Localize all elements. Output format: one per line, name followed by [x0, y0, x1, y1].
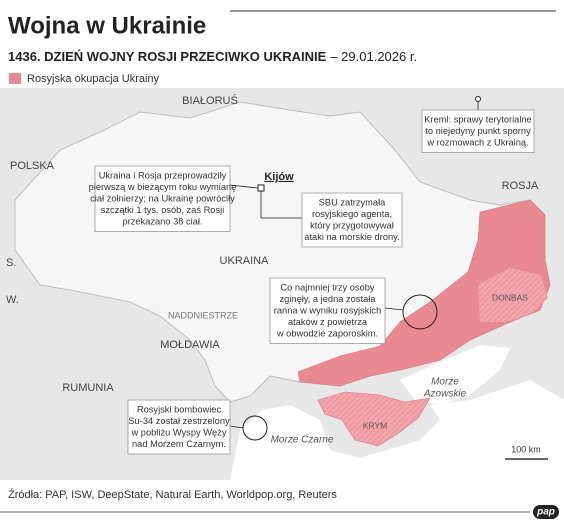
- place-label: S.: [6, 257, 16, 269]
- sea-label: Morze: [431, 377, 459, 388]
- sbu-leader: [260, 191, 302, 219]
- callout-text: pierwszą w bieżącym roku wymianę: [89, 182, 237, 192]
- callout-text: Co najmniej trzy osoby: [280, 282, 374, 292]
- callout-box: [269, 277, 386, 344]
- place-label: DONBAS: [492, 292, 528, 302]
- logo: pap: [536, 507, 555, 518]
- callout-text: w pobliżu Wyspy Węży: [131, 427, 227, 437]
- place-label: W.: [6, 294, 19, 306]
- callout-text: szczątki 1 tys. osób, zaś Rosji: [101, 205, 224, 215]
- callout-box: [421, 109, 535, 153]
- callout-text: w rozmowach z Ukrainą.: [426, 137, 528, 147]
- logo-badge: [533, 505, 559, 519]
- callout-text: zginęły, a jedna została: [280, 294, 377, 304]
- place-label: ROSJA: [502, 180, 539, 192]
- donbas-occupied: [478, 268, 548, 322]
- callout-text: Rosyjski bombowiec: [137, 404, 222, 414]
- sea-label: Azowskie: [423, 389, 467, 400]
- callout-text: SBU zatrzymała: [319, 197, 386, 207]
- exchange-leader: [229, 184, 259, 189]
- place-label: MOŁDAWIA: [160, 339, 220, 351]
- callout-text: to niejedyny punkt sporny: [425, 126, 531, 136]
- callout-text: który przygotowywał: [310, 220, 394, 230]
- legend-label: Rosyjska okupacja Ukrainy: [27, 73, 160, 85]
- kyiv-marker: [257, 184, 265, 192]
- callout-box: [301, 192, 403, 248]
- subtitle-bold: 1436. DZIEŃ WOJNY ROSJI PRZECIWKO UKRAIN…: [8, 49, 327, 64]
- place-label: BIAŁORUŚ: [182, 94, 238, 107]
- subtitle: 1436. DZIEŃ WOJNY ROSJI PRZECIWKO UKRAIN…: [8, 49, 417, 64]
- place-label: UKRAINA: [220, 255, 270, 267]
- place-label: POLSKA: [10, 160, 55, 172]
- place-label: Kijów: [264, 171, 294, 183]
- place-label: KRYM: [363, 420, 387, 430]
- callout-text: ranna w wyniku rosyjskich: [274, 305, 381, 315]
- callout-text: Ukraina i Rosja przeprowadziły: [99, 170, 227, 180]
- source: Źródła: PAP, ISW, DeepState, Natural Ear…: [8, 488, 337, 501]
- place-label: RUMUNIA: [62, 382, 114, 394]
- callout-text: w obwodzie zaporoskim.: [276, 328, 378, 338]
- callout-text: ataków z powietrza: [288, 317, 368, 327]
- sea-of-azov: [400, 345, 510, 405]
- occupied-territory: [297, 199, 551, 387]
- subtitle-date: – 29.01.2026 r.: [330, 49, 417, 64]
- callout-text: Kreml: sprawy terytorialne: [424, 114, 531, 124]
- crimea: [317, 391, 431, 447]
- place-label: Morze Czarne: [271, 435, 334, 446]
- kremlin-dot: [475, 96, 481, 102]
- callout-text: nad Morzem Czarnym.: [132, 439, 226, 449]
- callout-box: [127, 399, 231, 455]
- attack-leader: [384, 307, 404, 311]
- bomber-leader: [229, 425, 244, 429]
- callout-text: rosyjskiego agenta,: [312, 209, 392, 219]
- callout-box: [94, 165, 231, 232]
- title: Wojna w Ukrainie: [8, 12, 206, 39]
- scale-label: 100 km: [511, 444, 541, 454]
- zaporizhzhia-marker: [402, 294, 438, 330]
- callout-text: ciał żołnierzy; na Ukrainę powróciły: [90, 193, 235, 203]
- callout-text: ataki na morskie drony.: [304, 232, 399, 242]
- legend-swatch: [9, 73, 21, 84]
- place-label: NADDNIESTRZE: [168, 310, 238, 320]
- callout-text: przekazano 38 ciał.: [122, 216, 202, 226]
- black-sea: [230, 380, 564, 480]
- callout-text: Su-34 został zestrzelony: [128, 416, 230, 426]
